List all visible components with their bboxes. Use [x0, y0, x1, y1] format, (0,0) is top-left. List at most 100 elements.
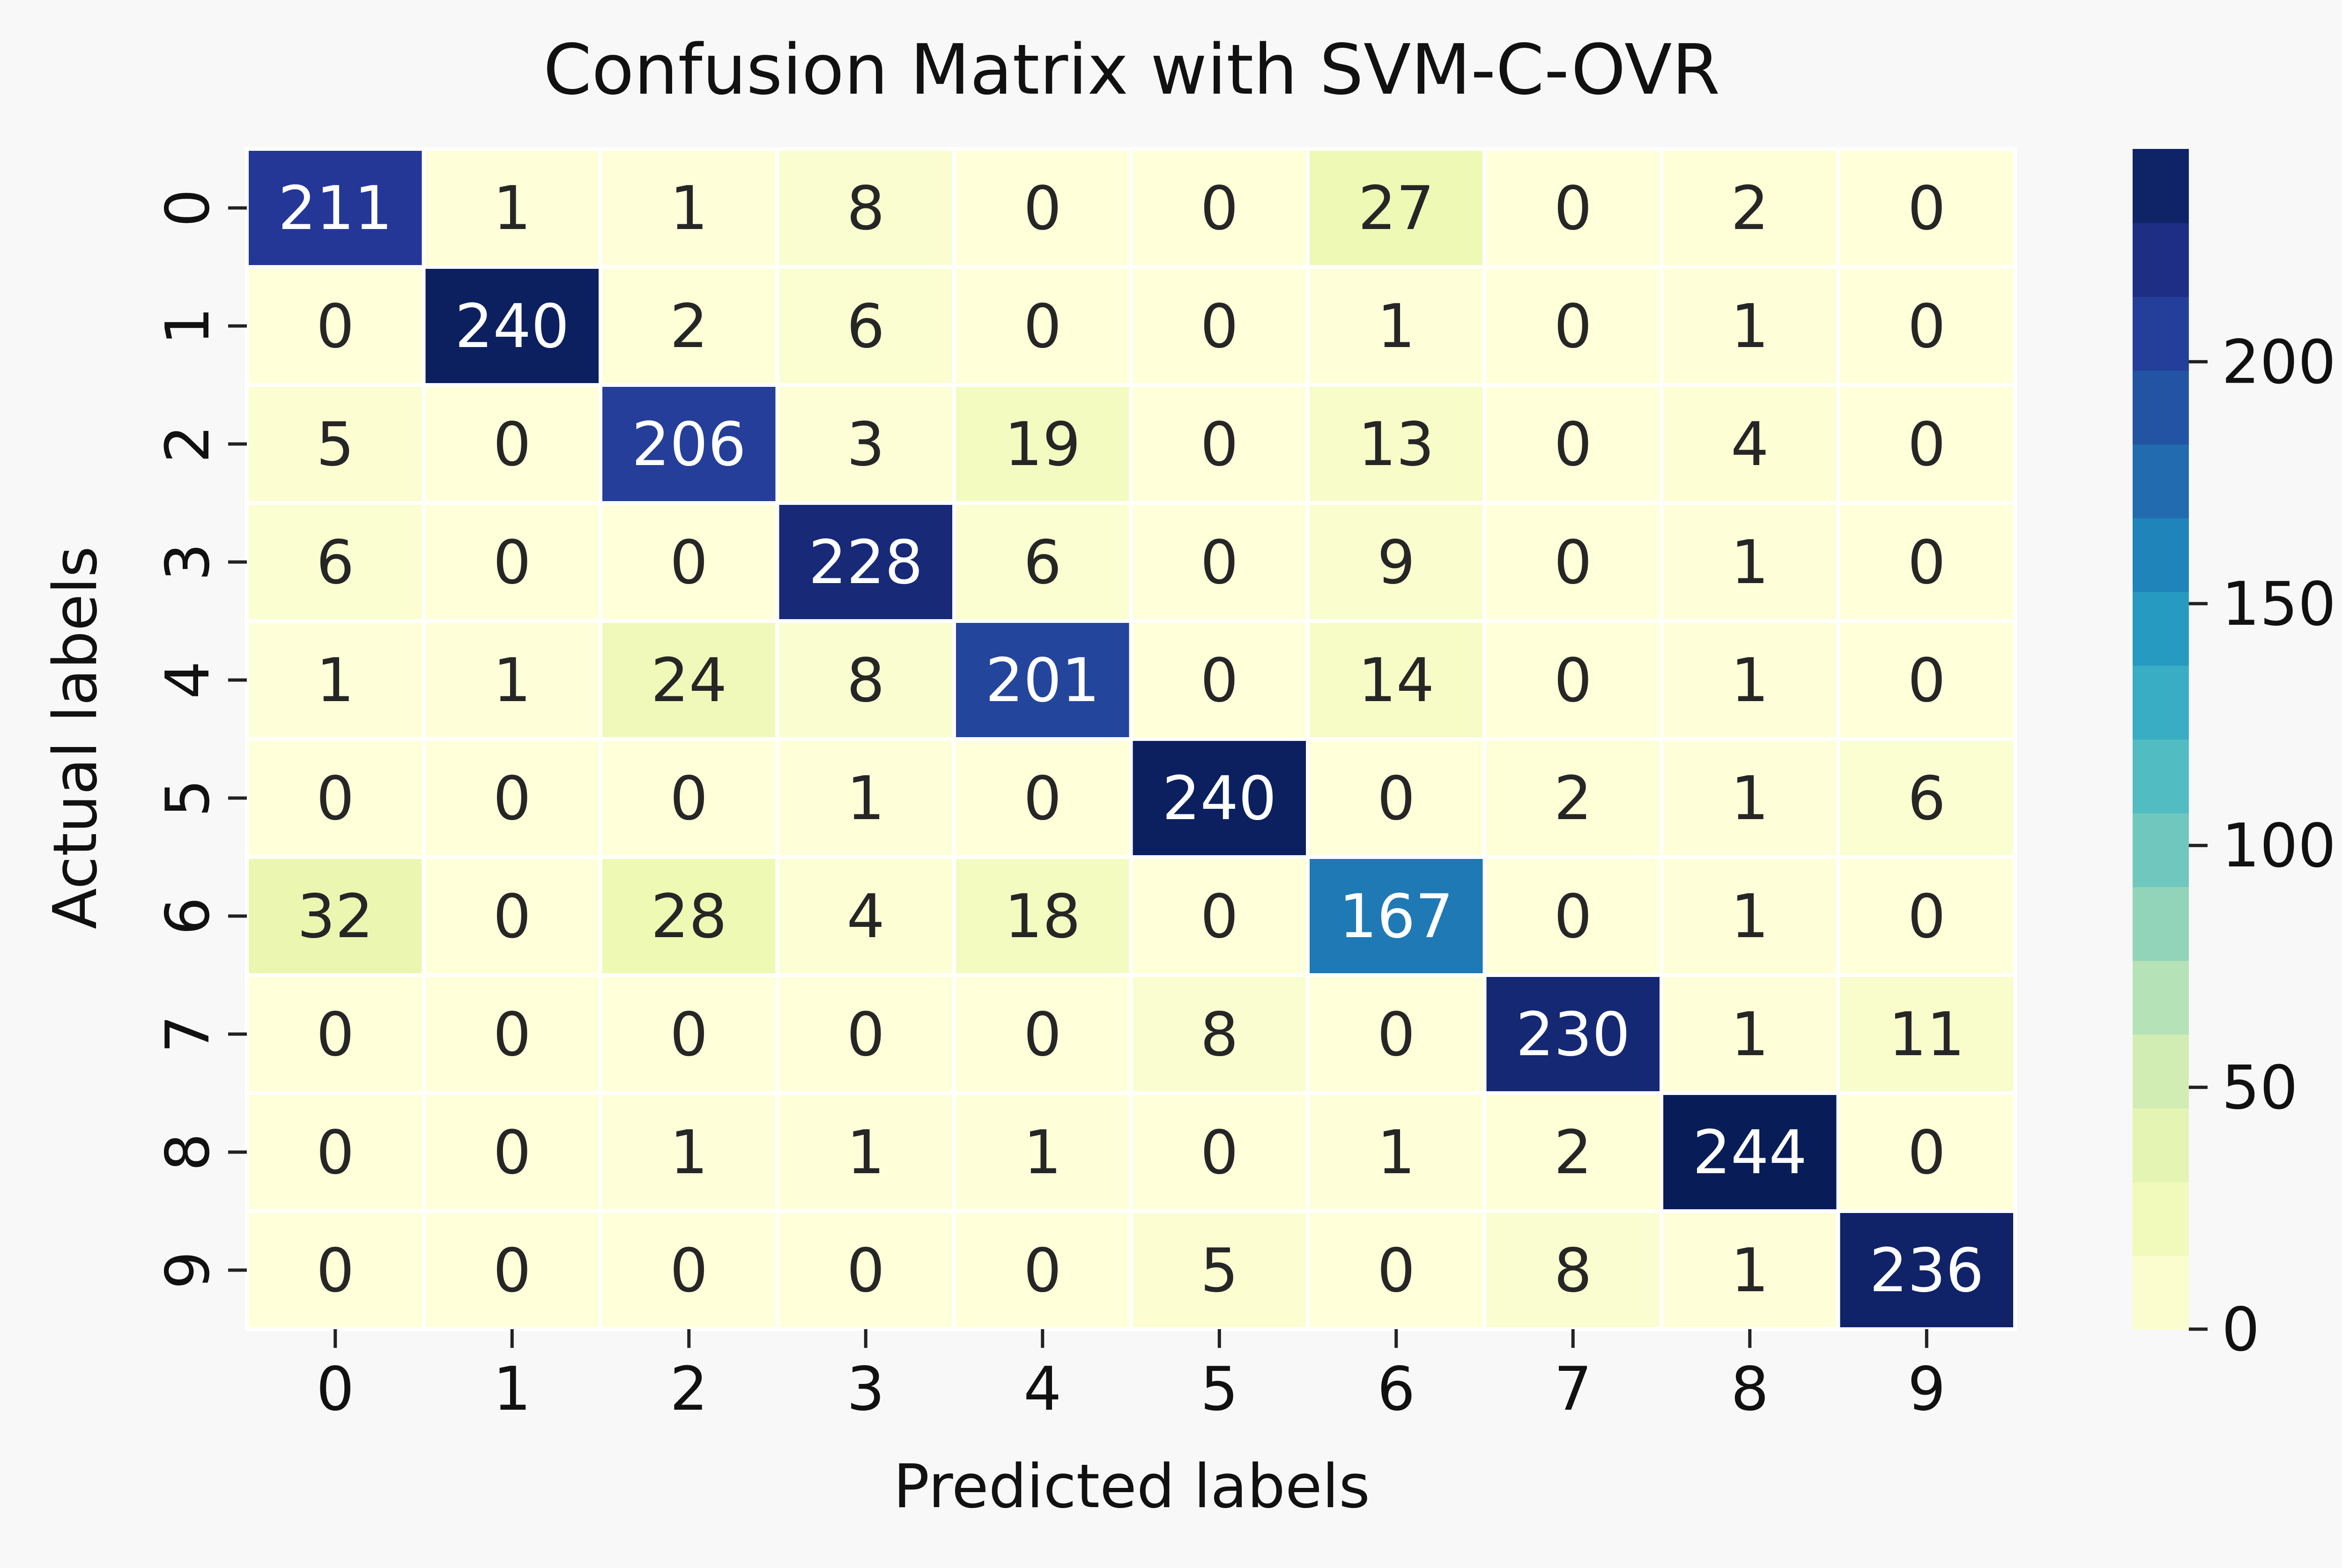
heatmap-cell-label: 0: [493, 410, 531, 480]
heatmap-cell-label: 0: [316, 292, 354, 362]
heatmap-cell: [1836, 265, 2017, 387]
y-tick-label: 1: [153, 307, 223, 345]
x-tick-label: 7: [1554, 1354, 1592, 1424]
y-axis-label: Actual labels: [41, 546, 111, 929]
heatmap-cell: [422, 973, 602, 1095]
heatmap-cell: [1660, 147, 1840, 269]
colorbar-band: [2133, 149, 2189, 223]
heatmap-cell-label: 0: [493, 764, 531, 834]
heatmap-cell: [1660, 619, 1840, 741]
heatmap-cell-label: 228: [808, 528, 923, 598]
colorbar-band: [2133, 887, 2189, 961]
heatmap-cell-label: 0: [1377, 764, 1415, 834]
heatmap-cell: [1836, 147, 2017, 269]
heatmap-cell-label: 0: [316, 764, 354, 834]
heatmap-cell: [422, 147, 602, 269]
colorbar-band: [2133, 444, 2189, 518]
heatmap-cell-label: 4: [1731, 410, 1769, 480]
x-tick-label: 9: [1908, 1354, 1946, 1424]
heatmap-cell: [1482, 265, 1663, 387]
x-tick-label: 6: [1377, 1354, 1415, 1424]
heatmap-cell: [422, 737, 602, 859]
colorbar-band: [2133, 960, 2189, 1035]
colorbar-band: [2133, 222, 2189, 297]
heatmap-cell: [599, 1209, 779, 1331]
heatmap-cell-label: 244: [1693, 1118, 1807, 1188]
heatmap-cell: [599, 383, 779, 505]
heatmap-cell-label: 0: [1201, 292, 1238, 362]
heatmap-cell: [1660, 737, 1840, 859]
heatmap-cell-label: 0: [316, 1000, 354, 1070]
heatmap-cell-label: 0: [1908, 1118, 1946, 1188]
heatmap-cell: [775, 265, 956, 387]
heatmap-cell-label: 6: [1023, 528, 1061, 598]
y-tick-label: 2: [153, 425, 223, 463]
x-tick-label: 2: [670, 1354, 708, 1424]
heatmap-cell: [1482, 855, 1663, 977]
heatmap-cell-label: 1: [847, 764, 885, 834]
heatmap-cell-label: 1: [670, 174, 708, 244]
heatmap-cell-label: 206: [632, 410, 746, 480]
heatmap-cell: [1660, 265, 1840, 387]
heatmap-cell-label: 0: [1908, 646, 1946, 716]
heatmap-cell: [422, 265, 602, 387]
heatmap-cell-label: 1: [847, 1118, 885, 1188]
heatmap-cell: [1482, 619, 1663, 741]
heatmap-cell: [245, 383, 426, 505]
heatmap-cell-label: 1: [1731, 1000, 1769, 1070]
colorbar-band: [2133, 592, 2189, 666]
heatmap-cell: [422, 383, 602, 505]
heatmap-cell-label: 0: [1201, 528, 1238, 598]
heatmap-cell-label: 18: [1004, 882, 1081, 952]
heatmap-cell-label: 0: [1023, 292, 1061, 362]
heatmap-cell: [775, 619, 956, 741]
heatmap-cell-label: 5: [316, 410, 354, 480]
heatmap-cell: [1836, 1209, 2017, 1331]
colorbar-band: [2133, 518, 2189, 592]
heatmap-cell-label: 230: [1516, 1000, 1630, 1070]
heatmap-cell-label: 8: [1554, 1236, 1592, 1306]
heatmap-cell-label: 8: [847, 646, 885, 716]
heatmap-cell: [1129, 619, 1310, 741]
heatmap-cell-label: 0: [1023, 764, 1061, 834]
heatmap-cell: [245, 619, 426, 741]
heatmap-cell-label: 0: [1377, 1000, 1415, 1070]
heatmap-cell-label: 0: [1554, 410, 1592, 480]
colorbar-band: [2133, 1182, 2189, 1256]
heatmap-cell-label: 0: [1201, 646, 1238, 716]
heatmap-cell-label: 8: [1201, 1000, 1238, 1070]
colorbar: [2133, 149, 2189, 1330]
heatmap-cell: [775, 855, 956, 977]
heatmap-cell-label: 0: [1554, 528, 1592, 598]
heatmap-cell-label: 14: [1358, 646, 1434, 716]
heatmap-cell-label: 11: [1889, 1000, 1965, 1070]
heatmap-cell-label: 1: [670, 1118, 708, 1188]
heatmap-cell-label: 1: [1731, 1236, 1769, 1306]
heatmap-cell-label: 0: [316, 1118, 354, 1188]
x-tick-label: 1: [493, 1354, 531, 1424]
heatmap-cell-label: 0: [493, 1000, 531, 1070]
heatmap-cell: [1306, 265, 1487, 387]
heatmap-cell: [1482, 973, 1663, 1095]
heatmap-cell-label: 0: [1023, 1000, 1061, 1070]
x-tick-label: 4: [1023, 1354, 1061, 1424]
heatmap-cell-label: 1: [493, 174, 531, 244]
heatmap-cell: [1129, 383, 1310, 505]
heatmap-cell: [599, 265, 779, 387]
y-tick-label: 9: [153, 1251, 223, 1289]
heatmap-cell-label: 32: [297, 882, 373, 952]
colorbar-band: [2133, 1255, 2189, 1330]
heatmap-cell-label: 9: [1377, 528, 1415, 598]
heatmap-cell-label: 0: [1554, 292, 1592, 362]
heatmap-cell: [1129, 973, 1310, 1095]
y-tick-label: 5: [153, 779, 223, 817]
heatmap-cell: [1660, 383, 1840, 505]
heatmap-cell-label: 0: [1554, 882, 1592, 952]
heatmap-cell: [952, 737, 1133, 859]
heatmap-cell-label: 8: [847, 174, 885, 244]
heatmap-cell-label: 0: [847, 1236, 885, 1306]
x-tick-label: 8: [1731, 1354, 1769, 1424]
colorbar-band: [2133, 739, 2189, 814]
heatmap-cell-label: 2: [1554, 764, 1592, 834]
